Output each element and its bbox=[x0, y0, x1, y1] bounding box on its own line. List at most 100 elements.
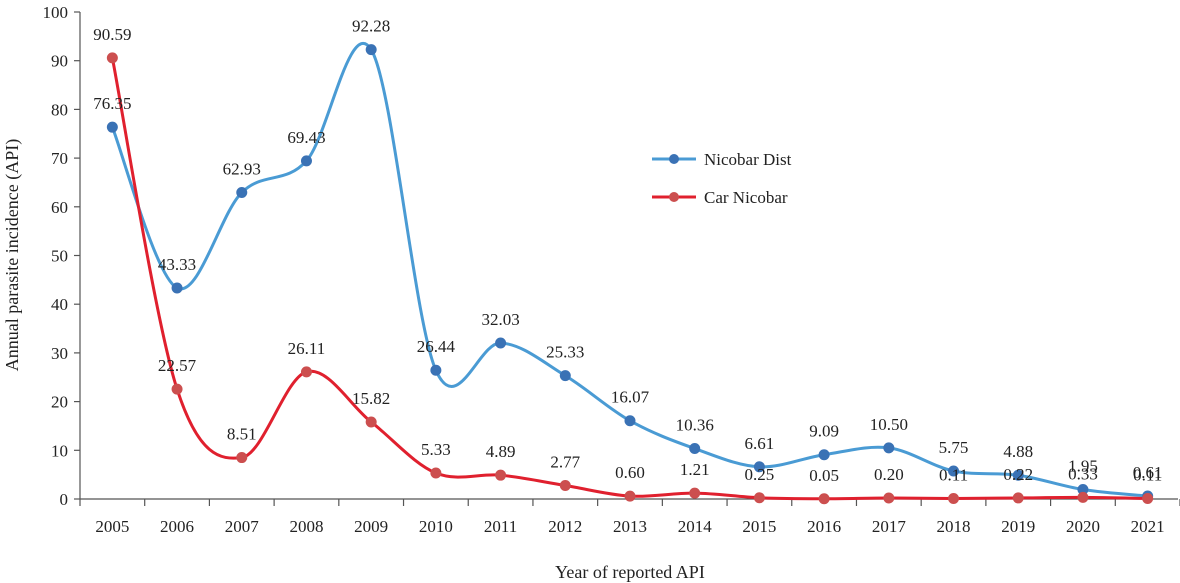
car-nicobar-point bbox=[818, 493, 830, 505]
nicobar-dist-point bbox=[753, 461, 765, 473]
car-nicobar-data-label: 8.51 bbox=[227, 425, 257, 444]
legend-marker-car-nicobar bbox=[669, 192, 679, 202]
y-tick-label: 40 bbox=[51, 295, 68, 314]
car-nicobar-point bbox=[106, 52, 118, 64]
x-tick-label: 2013 bbox=[613, 517, 647, 536]
nicobar-dist-data-label: 69.43 bbox=[287, 128, 325, 147]
x-tick-label: 2014 bbox=[678, 517, 713, 536]
legend-label-car-nicobar: Car Nicobar bbox=[704, 188, 788, 207]
car-nicobar-data-label: 15.82 bbox=[352, 389, 390, 408]
car-nicobar-data-label: 2.77 bbox=[550, 453, 580, 472]
car-nicobar-data-label: 0.11 bbox=[939, 465, 968, 484]
y-tick-label: 70 bbox=[51, 149, 68, 168]
car-nicobar-point bbox=[495, 469, 507, 481]
nicobar-dist-point bbox=[106, 121, 118, 133]
nicobar-dist-point bbox=[236, 187, 248, 199]
nicobar-dist-point bbox=[559, 370, 571, 382]
nicobar-dist-data-label: 32.03 bbox=[481, 310, 519, 329]
nicobar-dist-data-label: 9.09 bbox=[809, 422, 839, 441]
nicobar-dist-data-label: 10.50 bbox=[870, 415, 908, 434]
x-tick-label: 2015 bbox=[742, 517, 776, 536]
car-nicobar-data-label: 1.21 bbox=[680, 460, 710, 479]
y-tick-label: 10 bbox=[51, 441, 68, 460]
car-nicobar-data-label: 26.11 bbox=[288, 339, 326, 358]
nicobar-dist-data-label: 6.61 bbox=[745, 434, 775, 453]
y-tick-label: 100 bbox=[43, 3, 69, 22]
nicobar-dist-data-label: 1.95 bbox=[1068, 457, 1098, 476]
y-tick-label: 30 bbox=[51, 344, 68, 363]
car-nicobar-data-label: 22.57 bbox=[158, 356, 197, 375]
legend-marker-nicobar-dist bbox=[669, 154, 679, 164]
car-nicobar-point bbox=[624, 490, 636, 502]
car-nicobar-point bbox=[365, 416, 377, 428]
nicobar-dist-point bbox=[948, 465, 960, 477]
car-nicobar-data-label: 90.59 bbox=[93, 25, 131, 44]
x-tick-label: 2010 bbox=[419, 517, 453, 536]
car-nicobar-data-label: 0.60 bbox=[615, 463, 645, 482]
x-tick-label: 2016 bbox=[807, 517, 841, 536]
x-tick-label: 2005 bbox=[95, 517, 129, 536]
nicobar-dist-data-label: 0.61 bbox=[1133, 463, 1163, 482]
nicobar-dist-point bbox=[883, 442, 895, 454]
car-nicobar-data-label: 0.25 bbox=[745, 465, 775, 484]
nicobar-dist-data-label: 92.28 bbox=[352, 17, 390, 36]
car-nicobar-point bbox=[689, 487, 701, 499]
car-nicobar-point bbox=[171, 383, 183, 395]
x-tick-label: 2009 bbox=[354, 517, 388, 536]
nicobar-dist-data-label: 5.75 bbox=[939, 438, 969, 457]
x-tick-label: 2021 bbox=[1131, 517, 1165, 536]
car-nicobar-point bbox=[559, 480, 571, 492]
data-labels: 76.35 43.33 62.93 69.43 92.28 26.44 32.03 25.33… bbox=[93, 17, 1162, 485]
nicobar-dist-data-label: 10.36 bbox=[676, 416, 714, 435]
nicobar-dist-point bbox=[365, 44, 377, 56]
x-tick-label: 2006 bbox=[160, 517, 194, 536]
car-nicobar-data-label: 4.89 bbox=[486, 442, 516, 461]
nicobar-dist-data-label: 16.07 bbox=[611, 388, 650, 407]
nicobar-dist-data-label: 62.93 bbox=[223, 160, 261, 179]
x-tick-label: 2018 bbox=[937, 517, 971, 536]
y-tick-label: 60 bbox=[51, 198, 68, 217]
x-tick-label: 2008 bbox=[289, 517, 323, 536]
nicobar-dist-point bbox=[495, 337, 507, 349]
nicobar-dist-data-label: 4.88 bbox=[1003, 442, 1033, 461]
legend[interactable]: Nicobar Dist Car Nicobar bbox=[652, 150, 792, 207]
nicobar-dist-data-label: 26.44 bbox=[417, 337, 456, 356]
car-nicobar-point bbox=[1012, 492, 1024, 504]
car-nicobar-data-label: 0.05 bbox=[809, 466, 839, 485]
nicobar-dist-point bbox=[1012, 469, 1024, 481]
y-tick-label: 20 bbox=[51, 393, 68, 412]
nicobar-dist-point bbox=[430, 364, 442, 376]
x-tick-label: 2019 bbox=[1001, 517, 1035, 536]
car-nicobar-data-label: 0.11 bbox=[1133, 465, 1162, 484]
car-nicobar-point bbox=[300, 366, 312, 378]
x-axis-title: Year of reported API bbox=[555, 562, 705, 582]
y-tick-label: 80 bbox=[51, 100, 68, 119]
nicobar-dist-point bbox=[818, 449, 830, 461]
nicobar-dist-point bbox=[171, 282, 183, 294]
car-nicobar-point bbox=[430, 467, 442, 479]
x-tick-label: 2007 bbox=[225, 517, 260, 536]
x-tick-label: 2012 bbox=[548, 517, 582, 536]
axes: 0 10 20 30 40 50 60 70 80 90 100 2005 2006 2007 2008 20… bbox=[43, 3, 1180, 536]
y-tick-label: 90 bbox=[51, 52, 68, 71]
car-nicobar-point bbox=[948, 492, 960, 504]
series-points bbox=[106, 44, 1154, 505]
x-tick-label: 2020 bbox=[1066, 517, 1100, 536]
car-nicobar-point bbox=[236, 452, 248, 464]
car-nicobar-point bbox=[753, 492, 765, 504]
car-nicobar-line bbox=[110, 57, 1148, 501]
nicobar-dist-point bbox=[624, 415, 636, 427]
series-lines bbox=[110, 41, 1148, 501]
x-tick-label: 2011 bbox=[484, 517, 517, 536]
car-nicobar-data-label: 0.33 bbox=[1068, 464, 1098, 483]
nicobar-dist-data-label: 25.33 bbox=[546, 343, 584, 362]
car-nicobar-point bbox=[1142, 492, 1154, 504]
legend-label-nicobar-dist: Nicobar Dist bbox=[704, 150, 792, 169]
car-nicobar-data-label: 0.20 bbox=[874, 465, 904, 484]
y-tick-label: 0 bbox=[60, 490, 69, 509]
x-tick-label: 2017 bbox=[872, 517, 907, 536]
nicobar-dist-point bbox=[300, 155, 312, 167]
nicobar-dist-point bbox=[689, 443, 701, 455]
